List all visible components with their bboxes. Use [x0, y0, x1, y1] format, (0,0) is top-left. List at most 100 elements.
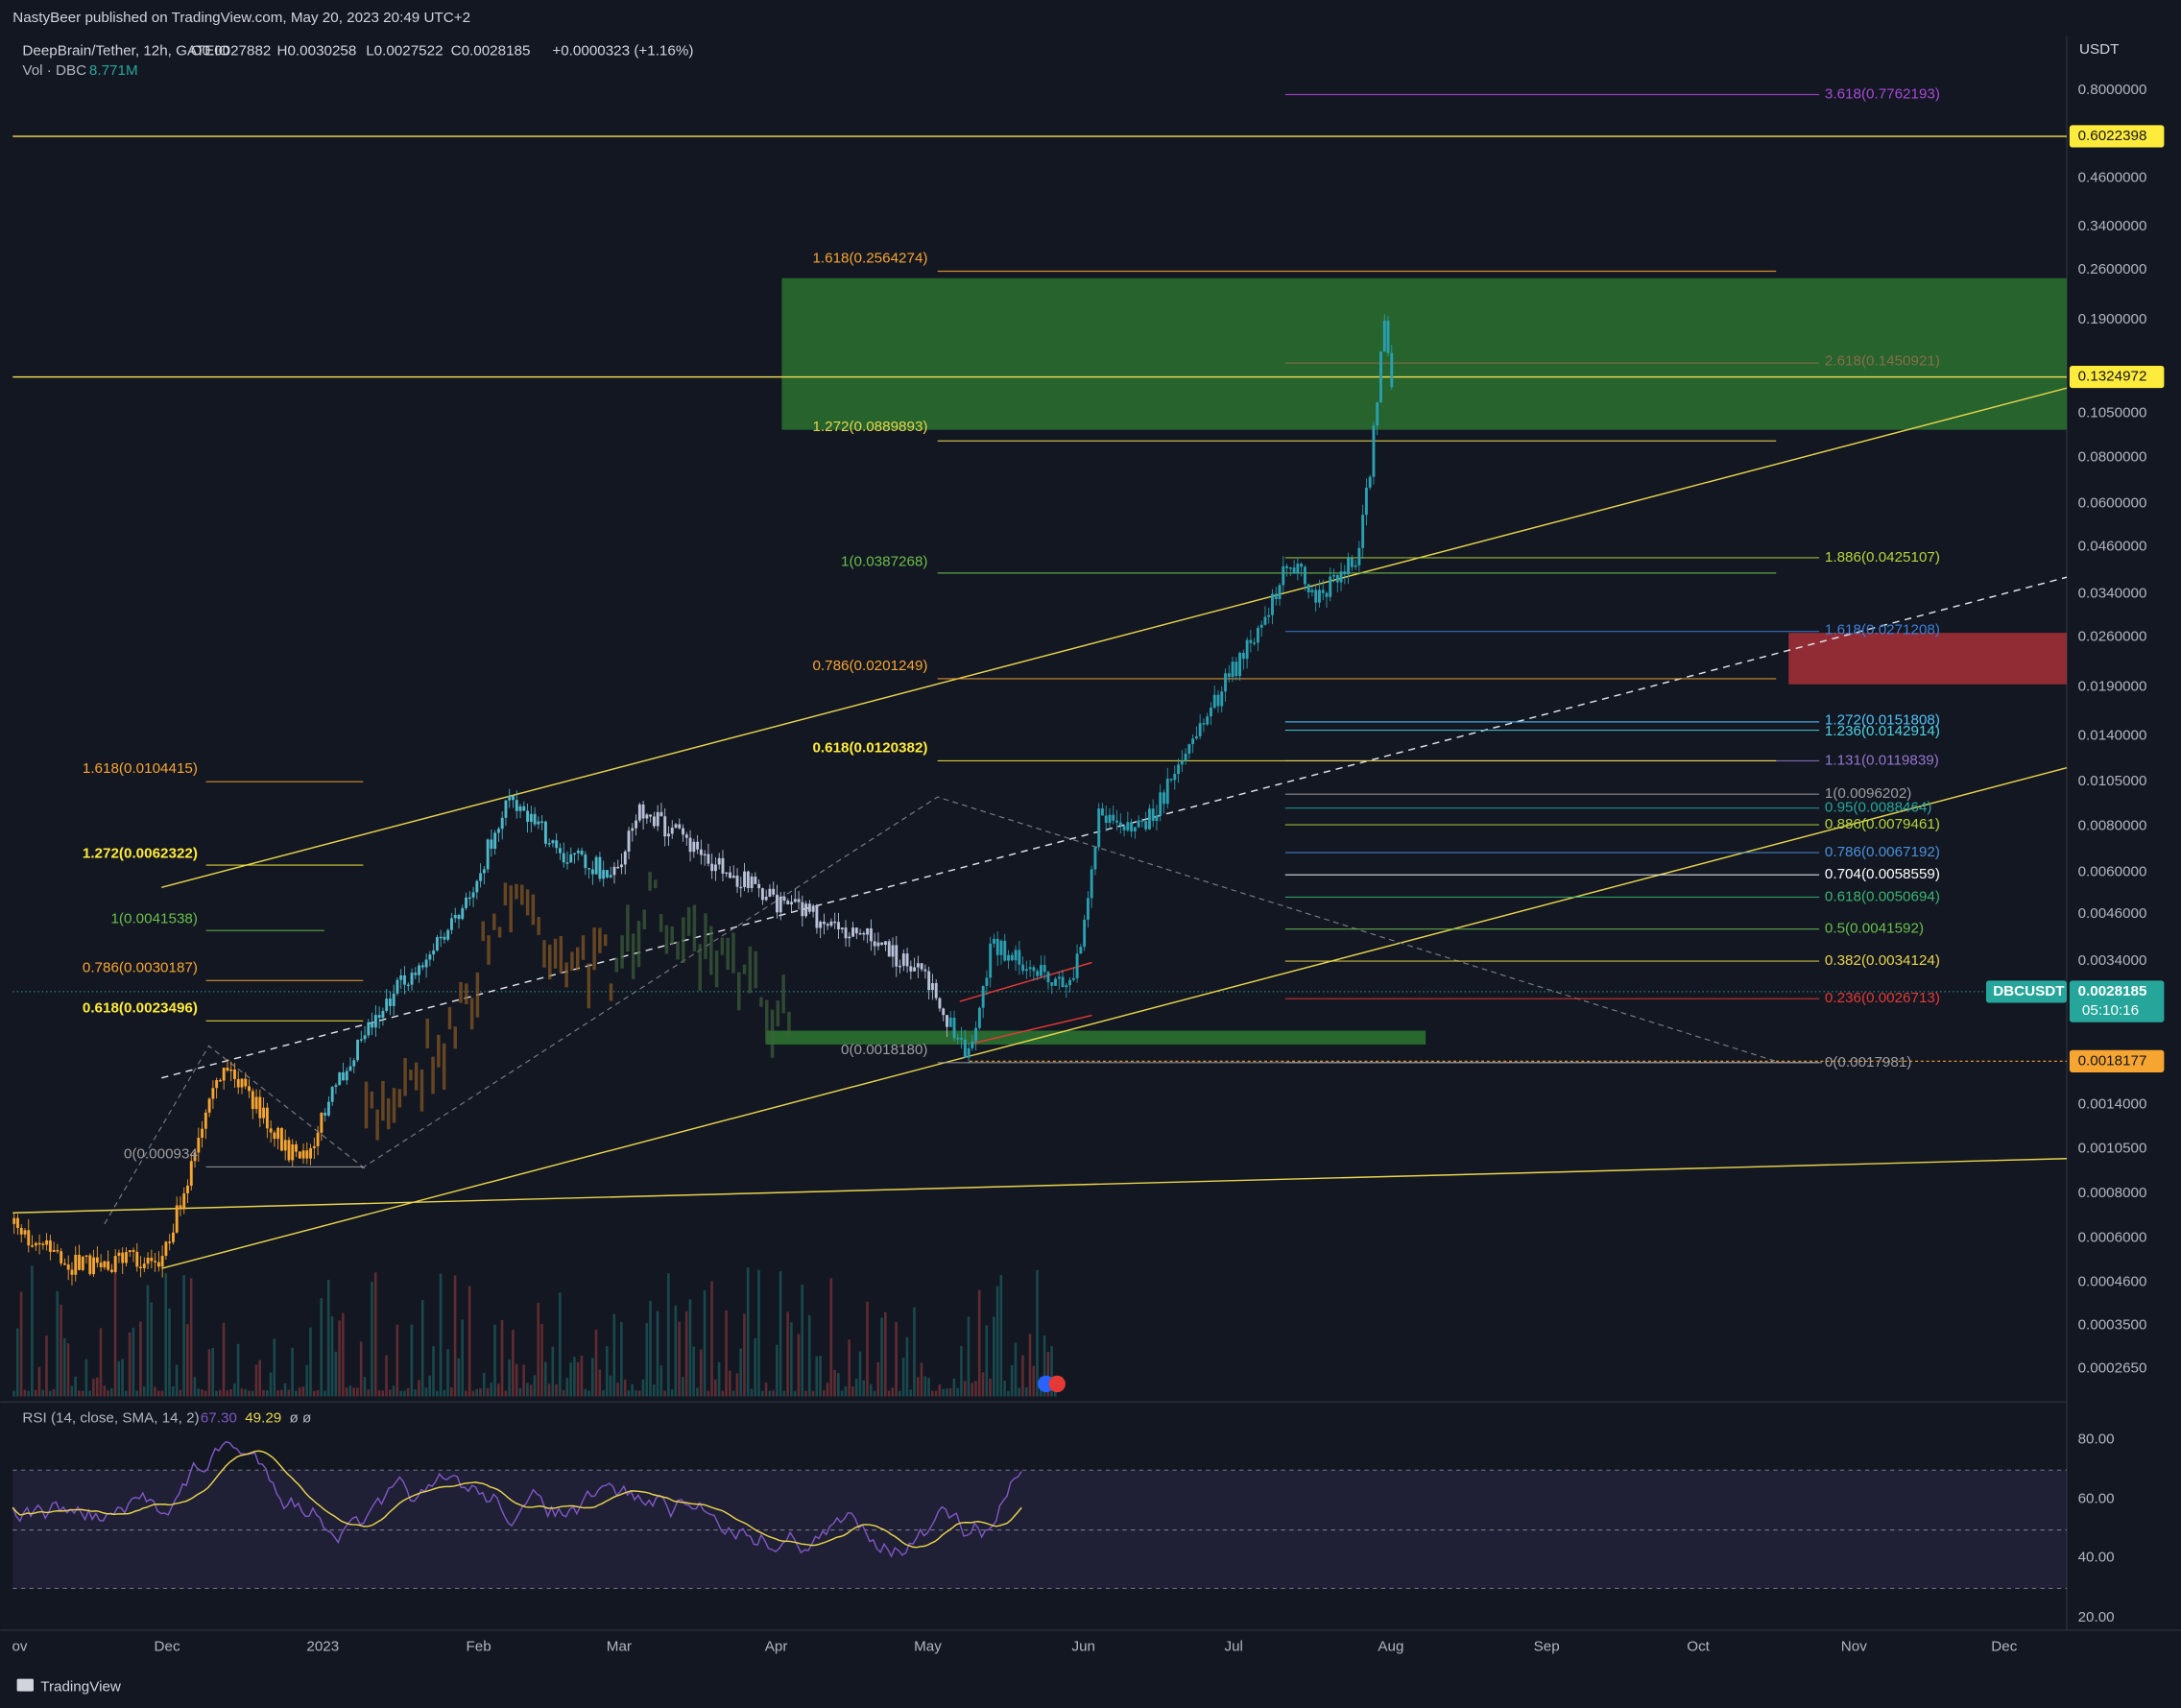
volume-bar — [729, 1370, 731, 1397]
volume-bar — [974, 1381, 977, 1397]
price-tag — [2069, 1049, 2165, 1072]
volume-bar — [688, 1299, 692, 1397]
ghost-candle — [459, 981, 463, 1003]
volume-bar — [776, 1344, 779, 1397]
candle-body — [1282, 565, 1285, 586]
volume-bar — [930, 1390, 934, 1397]
volume-bar — [276, 1390, 279, 1397]
volume-bar — [899, 1390, 901, 1397]
ghost-candle — [670, 926, 674, 945]
candle-body — [352, 1060, 356, 1067]
volume-bar — [844, 1386, 848, 1397]
volume-bar — [948, 1387, 952, 1397]
ghost-candle — [587, 963, 591, 1009]
candle-body — [414, 973, 418, 975]
volume-bar — [1028, 1334, 1032, 1397]
candle-body — [1296, 564, 1300, 574]
volume-bar — [493, 1324, 496, 1397]
ghost-candle — [709, 926, 713, 975]
volume-bar — [467, 1286, 471, 1397]
volume-bar — [27, 1390, 30, 1397]
candle-body — [735, 876, 739, 887]
candle-body — [844, 927, 848, 939]
volume-bar — [186, 1324, 189, 1397]
volume-bar — [388, 1389, 392, 1397]
volume-bar — [453, 1275, 457, 1397]
candle-body — [1368, 476, 1372, 488]
candle-body — [960, 1038, 964, 1040]
candle-body — [60, 1251, 63, 1263]
candle-body — [330, 1087, 334, 1102]
volume-bar — [479, 1388, 482, 1397]
volume-bar — [19, 1291, 23, 1397]
volume-bar — [420, 1300, 424, 1397]
volume-bar — [418, 1380, 420, 1397]
rsi-line — [12, 1440, 1022, 1558]
candle-body — [113, 1256, 117, 1272]
brand: TradingView — [40, 1678, 122, 1695]
ghost-candle — [781, 974, 785, 1014]
candle-body — [66, 1264, 70, 1270]
volume-bar — [790, 1322, 793, 1397]
candle-body — [616, 866, 620, 869]
volume-bar — [269, 1372, 273, 1397]
volume-bar — [967, 1316, 971, 1397]
candle-body — [207, 1098, 211, 1113]
candle-body — [450, 918, 453, 930]
time-label: Dec — [1991, 1638, 2017, 1654]
volume-bar — [750, 1388, 754, 1397]
volume-bar — [371, 1281, 373, 1397]
rsi-value: 67.30 — [201, 1410, 237, 1427]
volume-bar — [916, 1377, 920, 1397]
price-label: 0.0460000 — [2078, 538, 2147, 554]
volume-bar — [645, 1323, 649, 1397]
candle-body — [635, 820, 638, 829]
fib-label: 1(0.0041538) — [110, 911, 197, 927]
candle-body — [226, 1068, 229, 1071]
volume-bar — [34, 1389, 37, 1397]
candle-body — [326, 1101, 330, 1116]
volume-bar — [866, 1301, 869, 1397]
candle-body — [725, 872, 729, 875]
candle-body — [435, 937, 439, 950]
candle-body — [1267, 614, 1271, 617]
candle-body — [1101, 808, 1104, 816]
symbol-title: DeepBrain/Tether, 12h, GATEIO — [22, 43, 229, 60]
candle-body — [529, 813, 533, 823]
candle-body — [201, 1128, 204, 1138]
ghost-candle — [525, 889, 530, 916]
candle-body — [367, 1022, 371, 1036]
volume-bar — [125, 1390, 128, 1397]
time-label: Mar — [607, 1638, 632, 1654]
volume-bar — [156, 1390, 160, 1397]
candle-body — [1003, 940, 1007, 961]
candle-body — [804, 903, 808, 917]
candle-body — [1249, 639, 1253, 643]
candle-body — [211, 1088, 215, 1099]
candle-body — [103, 1261, 107, 1267]
volume-bar — [330, 1316, 334, 1397]
volume-bar — [135, 1390, 138, 1397]
candle-body — [291, 1143, 295, 1161]
support-zone — [766, 1030, 1426, 1045]
candle-body — [229, 1069, 233, 1071]
candle-body — [1046, 972, 1050, 983]
candle-body — [62, 1263, 66, 1265]
candle-body — [117, 1252, 121, 1257]
ghost-candle — [714, 950, 719, 988]
volume-bar — [779, 1271, 782, 1397]
candle-body — [1357, 547, 1361, 565]
candle-body — [251, 1091, 254, 1110]
ghost-candle — [509, 885, 513, 933]
candle-body — [244, 1078, 248, 1087]
candle-body — [1137, 820, 1140, 828]
volume-bar — [616, 1383, 619, 1397]
volume-bar — [45, 1335, 48, 1397]
candle-body — [703, 854, 707, 856]
candle-body — [540, 821, 544, 824]
ghost-candle — [581, 935, 586, 960]
candle-body — [989, 943, 993, 978]
time-label: Jun — [1071, 1638, 1095, 1654]
ghost-candle — [598, 927, 602, 953]
candle-body — [1210, 708, 1212, 717]
